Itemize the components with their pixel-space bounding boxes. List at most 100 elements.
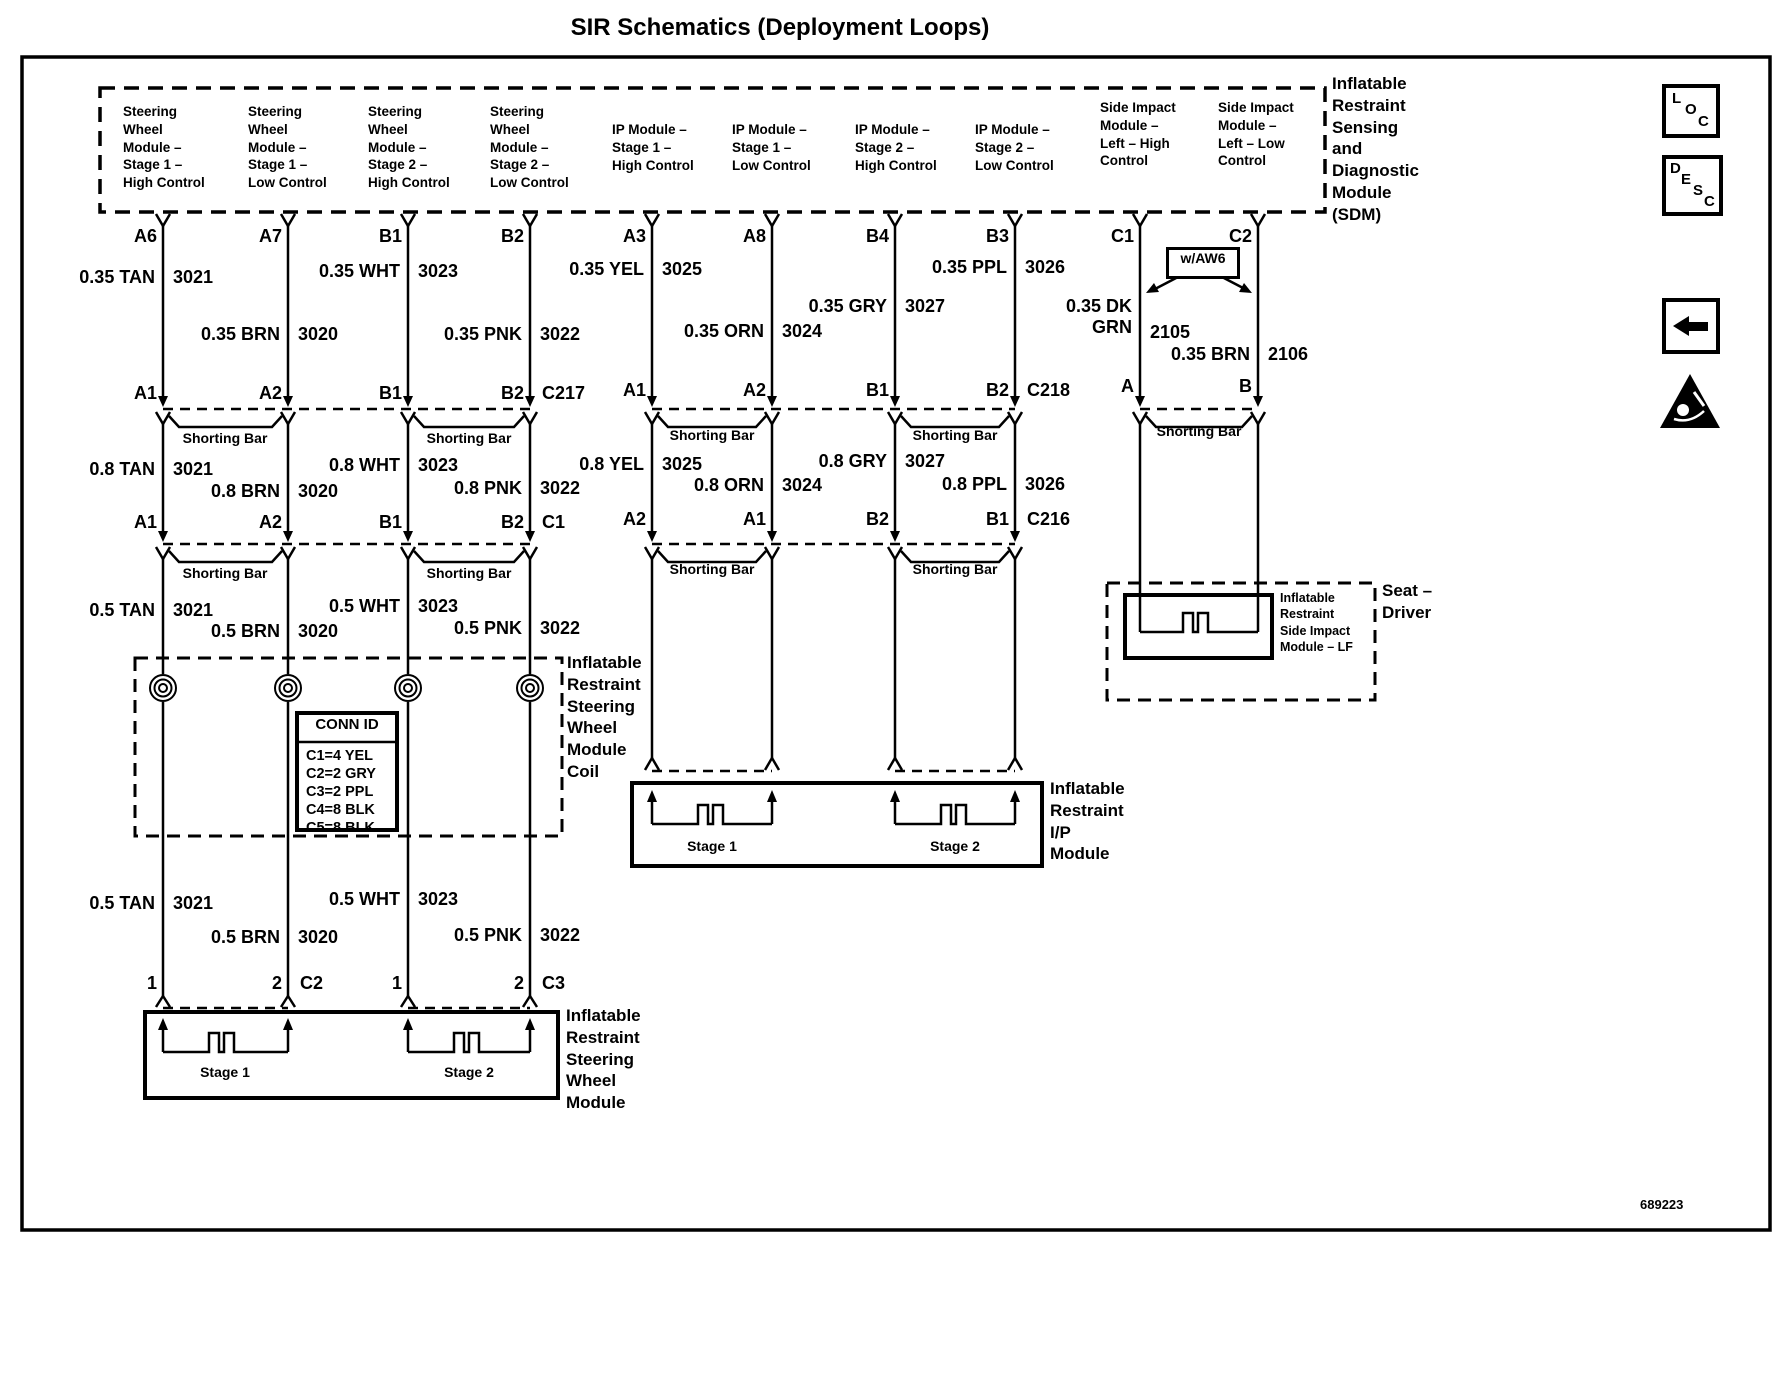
wire-color-label: 0.35 TAN — [79, 267, 155, 287]
wire-circuit-label: 3025 — [662, 259, 703, 279]
back-arrow-icon — [1673, 316, 1689, 336]
sdm-pin: A3 — [622, 226, 646, 246]
wire-color-label: 0.5 TAN — [89, 893, 155, 913]
row2-shorting-bars — [168, 550, 1010, 564]
shorting-bar-label: Shorting Bar — [182, 430, 268, 446]
row1-arrowheads — [158, 396, 1263, 407]
sdm-pin: B3 — [985, 226, 1009, 246]
connector-pin: A — [1121, 376, 1134, 396]
wire-circuit-label: 3026 — [1025, 257, 1066, 277]
wire-color-label: 0.5 TAN — [89, 600, 155, 620]
wire-circuit-label: 3020 — [298, 927, 339, 947]
row2-arrowheads — [158, 531, 1020, 542]
wire-circuit-label: 3023 — [418, 889, 459, 909]
connector-pin: B1 — [378, 512, 402, 532]
shorting-bar-label: Shorting Bar — [426, 565, 512, 581]
ip-squib-risers — [650, 800, 1017, 824]
wire-color-label: 0.35 DK GRN — [1065, 296, 1132, 337]
page-title: SIR Schematics (Deployment Loops) — [570, 14, 990, 41]
side-squib-filament — [1140, 611, 1258, 634]
steering-stage-label: Stage 2 — [444, 1064, 494, 1080]
ip-squib-arrowheads — [647, 790, 1020, 802]
connector-pin: 1 — [146, 973, 157, 993]
steering-entry-forks — [154, 995, 539, 1008]
connector-pin: B1 — [865, 380, 889, 400]
wire-circuit-label: 3025 — [662, 454, 703, 474]
wire-color-label: 0.35 ORN — [683, 321, 764, 341]
conn-id-entry: C4=8 BLK — [306, 802, 375, 818]
row1-shorting-bars — [168, 415, 1253, 429]
wire-color-label: 0.35 PNK — [443, 324, 522, 344]
wire-circuit-label: 3023 — [418, 261, 459, 281]
conn-id-entry: C3=2 PPL — [306, 784, 374, 800]
connector-id: C218 — [1027, 380, 1071, 400]
wire-color-label: 0.8 ORN — [693, 475, 764, 495]
aw6-tag: w/AW6 — [1166, 247, 1240, 279]
wire-circuit-label: 3020 — [298, 324, 339, 344]
row1-forks — [154, 411, 1267, 425]
shorting-bar-label: Shorting Bar — [669, 561, 755, 577]
wire-color-label: 0.8 PPL — [941, 474, 1007, 494]
connector-pin: B2 — [985, 380, 1009, 400]
wire-circuit-label: 3024 — [782, 475, 823, 495]
wire-circuit-label: 3021 — [173, 893, 214, 913]
coil-symbols — [149, 674, 544, 702]
loc-button[interactable]: L O C — [1662, 84, 1720, 138]
wire-color-label: 0.5 WHT — [328, 596, 400, 616]
ip-stage-label: Stage 2 — [930, 838, 980, 854]
sdm-channel-label: Side Impact Module – Left – Low Control — [1218, 100, 1294, 169]
connector-pin: A2 — [742, 380, 766, 400]
wire-circuit-label: 3022 — [540, 618, 581, 638]
steering-squib-filaments — [163, 1031, 530, 1054]
steering-module-label: Inflatable Restraint Steering Wheel Modu… — [566, 1006, 641, 1112]
back-arrow-icon — [1688, 322, 1708, 331]
connector-pin: B — [1239, 376, 1252, 396]
sdm-pin: C1 — [1110, 226, 1134, 246]
back-arrow-button[interactable] — [1662, 298, 1720, 354]
ip-module-label: Inflatable Restraint I/P Module — [1050, 779, 1125, 864]
sdm-pin: A6 — [133, 226, 157, 246]
connector-pin: A2 — [258, 383, 282, 403]
connector-id: C216 — [1027, 509, 1071, 529]
shorting-bar-label: Shorting Bar — [426, 430, 512, 446]
wire-color-label: 0.5 BRN — [210, 927, 280, 947]
sdm-channel-label: Steering Wheel Module – Stage 2 – High C… — [368, 104, 450, 191]
wire-circuit-label: 3027 — [905, 451, 946, 471]
wire-color-label: 0.8 TAN — [89, 459, 155, 479]
wire-circuit-label: 3027 — [905, 296, 946, 316]
sdm-channel-label: Steering Wheel Module – Stage 2 – Low Co… — [490, 104, 569, 191]
wire-circuit-label: 3024 — [782, 321, 823, 341]
shorting-bar-label: Shorting Bar — [912, 427, 998, 443]
wire-color-label: 0.8 GRY — [818, 451, 887, 471]
wire-circuit-label: 3021 — [173, 267, 214, 287]
wire-circuit-label: 3020 — [298, 481, 339, 501]
wire-color-label: 0.35 WHT — [318, 261, 400, 281]
ip-squib-filaments — [652, 803, 1015, 826]
connector-pin: A1 — [742, 509, 766, 529]
wires-ip-lower — [650, 559, 1017, 758]
ip-entry-forks — [643, 757, 1024, 771]
steering-stage-label: Stage 1 — [200, 1064, 250, 1080]
connector-pin: A2 — [622, 509, 646, 529]
wire-color-label: 0.5 PNK — [453, 618, 522, 638]
wire-circuit-label: 3022 — [540, 925, 581, 945]
wire-circuit-label: 3023 — [418, 596, 459, 616]
aw6-arrowheads — [1146, 283, 1252, 293]
wire-color-label: 0.5 WHT — [328, 889, 400, 909]
loc-letter: C — [1698, 113, 1709, 130]
connector-pin: B2 — [865, 509, 889, 529]
wire-circuit-label: 3020 — [298, 621, 339, 641]
desc-letter: S — [1693, 182, 1704, 199]
wire-color-label: 0.8 PNK — [453, 478, 522, 498]
conn-id-entry: C5=8 BLK — [306, 820, 375, 836]
desc-button[interactable]: D E S C — [1662, 155, 1723, 216]
wire-circuit-label: 2105 — [1150, 322, 1191, 342]
shorting-bar-label: Shorting Bar — [182, 565, 268, 581]
sdm-channel-label: Steering Wheel Module – Stage 1 – Low Co… — [248, 104, 327, 191]
sdm-pin: B4 — [865, 226, 889, 246]
wire-circuit-label: 3023 — [418, 455, 459, 475]
shorting-bar-label: Shorting Bar — [669, 427, 755, 443]
loc-letter: O — [1685, 101, 1697, 118]
wire-circuit-label: 2106 — [1268, 344, 1309, 364]
